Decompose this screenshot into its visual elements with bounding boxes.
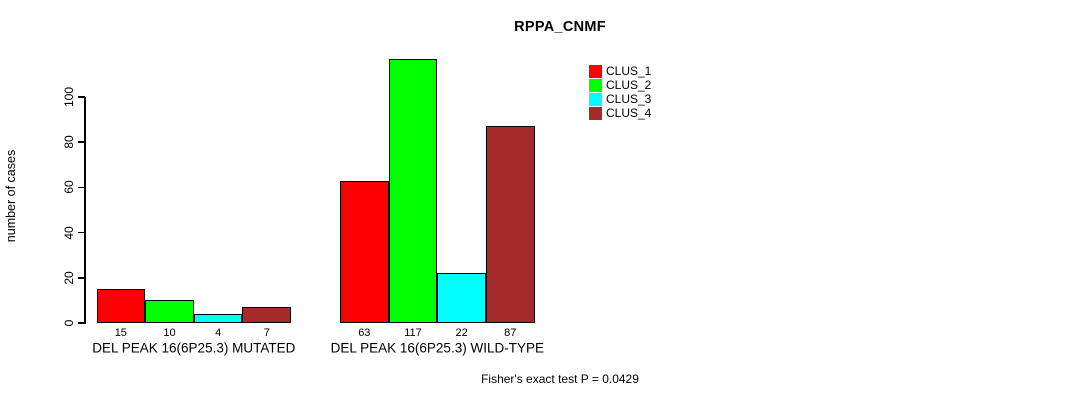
bar-value-label: 4 [215, 327, 222, 339]
y-axis-label: number of cases [4, 149, 18, 243]
y-axis-line [84, 96, 86, 324]
fisher-test-note: Fisher's exact test P = 0.0429 [481, 372, 639, 386]
legend-label: CLUS_2 [606, 78, 652, 92]
y-tick-label: 0 [62, 319, 76, 327]
y-tick-label: 20 [62, 271, 76, 285]
y-tick-mark [78, 277, 85, 279]
legend-item: CLUS_1 [589, 64, 651, 78]
legend-swatch [589, 106, 602, 120]
y-tick-label: 100 [62, 86, 76, 108]
y-tick-mark [78, 231, 85, 234]
bar [340, 180, 389, 323]
legend-label: CLUS_1 [606, 64, 652, 78]
bar-value-label: 7 [263, 327, 270, 339]
y-tick-label: 40 [62, 225, 76, 240]
chart-title: RPPA_CNMF [514, 19, 606, 35]
bar-value-label: 63 [358, 327, 371, 339]
bar [242, 307, 292, 323]
bar [96, 289, 146, 323]
legend-swatch [589, 64, 602, 78]
x-group-label: DEL PEAK 16(6P25.3) WILD-TYPE [330, 340, 544, 355]
legend-item: CLUS_4 [589, 106, 651, 120]
bar-value-label: 87 [504, 327, 517, 339]
y-tick-mark [78, 96, 85, 98]
x-group-label: DEL PEAK 16(6P25.3) MUTATED [92, 340, 296, 355]
y-tick-mark [78, 186, 85, 189]
bar-value-label: 117 [404, 327, 422, 339]
legend-swatch [589, 92, 602, 106]
bar [437, 273, 486, 323]
bar-value-label: 22 [455, 327, 468, 339]
y-tick-mark [78, 141, 85, 143]
legend: CLUS_1 CLUS_2 CLUS_3 CLUS_4 [589, 64, 651, 120]
bar [388, 58, 438, 323]
bar [145, 300, 194, 323]
y-tick-label: 80 [62, 135, 76, 149]
y-tick-mark [78, 322, 85, 324]
legend-label: CLUS_3 [606, 92, 652, 106]
legend-item: CLUS_2 [589, 78, 651, 92]
bar-value-label: 15 [114, 327, 127, 339]
legend-label: CLUS_4 [606, 106, 652, 120]
legend-item: CLUS_3 [589, 92, 651, 106]
legend-swatch [589, 78, 602, 92]
bar [193, 313, 243, 323]
bar-value-label: 10 [163, 327, 176, 339]
bar [485, 126, 535, 323]
y-tick-label: 60 [62, 180, 76, 195]
